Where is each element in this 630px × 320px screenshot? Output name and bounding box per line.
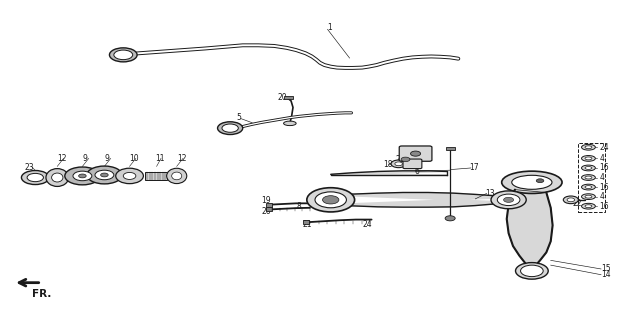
Circle shape xyxy=(395,162,403,166)
Circle shape xyxy=(101,173,108,177)
Text: 24: 24 xyxy=(362,220,372,229)
Ellipse shape xyxy=(52,173,63,182)
Circle shape xyxy=(497,194,520,205)
Circle shape xyxy=(307,188,355,212)
Ellipse shape xyxy=(581,144,595,150)
Text: 15: 15 xyxy=(601,264,610,274)
Text: 9: 9 xyxy=(83,154,88,163)
Text: 1: 1 xyxy=(328,23,332,32)
Text: 20: 20 xyxy=(277,93,287,102)
Text: 17: 17 xyxy=(469,164,479,172)
Ellipse shape xyxy=(581,184,595,190)
Ellipse shape xyxy=(116,168,144,184)
Bar xyxy=(303,220,309,224)
Ellipse shape xyxy=(585,205,592,208)
Circle shape xyxy=(411,151,421,156)
Circle shape xyxy=(567,198,575,202)
Text: 8: 8 xyxy=(296,202,301,211)
Text: 3: 3 xyxy=(400,159,404,168)
Text: 21: 21 xyxy=(302,220,312,229)
Ellipse shape xyxy=(585,186,592,188)
Circle shape xyxy=(73,171,92,181)
Polygon shape xyxy=(331,193,508,207)
FancyBboxPatch shape xyxy=(399,146,432,161)
Text: 19: 19 xyxy=(261,196,271,205)
Bar xyxy=(266,207,272,211)
Text: 4: 4 xyxy=(599,192,604,201)
Circle shape xyxy=(520,265,543,276)
Text: 24: 24 xyxy=(599,143,609,152)
Ellipse shape xyxy=(284,121,296,125)
Circle shape xyxy=(114,50,133,60)
Text: 23: 23 xyxy=(25,163,34,172)
Text: 11: 11 xyxy=(155,154,164,163)
Text: 13: 13 xyxy=(484,189,495,198)
Circle shape xyxy=(315,192,346,208)
Text: 4: 4 xyxy=(599,154,604,163)
Ellipse shape xyxy=(172,172,181,180)
Text: FR.: FR. xyxy=(32,289,52,299)
FancyBboxPatch shape xyxy=(403,159,422,169)
Text: 5: 5 xyxy=(236,114,241,123)
Text: 25: 25 xyxy=(396,155,405,164)
Circle shape xyxy=(391,160,406,168)
Circle shape xyxy=(563,196,578,204)
Text: 2: 2 xyxy=(400,148,404,156)
Text: 12: 12 xyxy=(176,154,186,163)
Circle shape xyxy=(503,197,513,202)
Circle shape xyxy=(536,179,544,183)
Circle shape xyxy=(95,170,114,180)
Text: 22: 22 xyxy=(573,199,582,208)
Bar xyxy=(146,172,168,180)
Bar xyxy=(446,147,455,150)
Circle shape xyxy=(445,216,455,221)
Circle shape xyxy=(491,191,526,209)
Ellipse shape xyxy=(581,194,595,199)
Circle shape xyxy=(79,174,86,178)
Bar xyxy=(266,203,272,206)
Bar xyxy=(284,96,293,100)
Circle shape xyxy=(515,263,548,279)
Text: 12: 12 xyxy=(57,154,67,163)
Text: 16: 16 xyxy=(599,202,609,211)
Ellipse shape xyxy=(46,169,69,187)
Ellipse shape xyxy=(123,172,136,180)
Ellipse shape xyxy=(585,157,592,160)
Ellipse shape xyxy=(581,203,595,209)
Ellipse shape xyxy=(501,171,562,194)
Circle shape xyxy=(217,122,243,134)
Text: 16: 16 xyxy=(599,164,609,172)
Ellipse shape xyxy=(585,166,592,169)
Ellipse shape xyxy=(581,165,595,171)
Text: 16: 16 xyxy=(599,183,609,192)
Polygon shape xyxy=(331,171,447,175)
Circle shape xyxy=(21,171,49,185)
Text: 10: 10 xyxy=(130,154,139,163)
Circle shape xyxy=(65,167,100,185)
Text: 26: 26 xyxy=(261,207,271,216)
Ellipse shape xyxy=(585,195,592,198)
Bar xyxy=(578,143,605,212)
Ellipse shape xyxy=(512,175,552,189)
Text: 18: 18 xyxy=(383,160,392,169)
Ellipse shape xyxy=(585,176,592,179)
Circle shape xyxy=(110,48,137,62)
Text: 9: 9 xyxy=(105,154,109,163)
Ellipse shape xyxy=(585,146,592,149)
Ellipse shape xyxy=(581,156,595,161)
Text: 4: 4 xyxy=(599,173,604,182)
Circle shape xyxy=(323,196,339,204)
Polygon shape xyxy=(507,190,553,270)
Text: 6: 6 xyxy=(415,167,419,176)
Circle shape xyxy=(87,166,122,184)
Circle shape xyxy=(401,157,410,162)
Circle shape xyxy=(222,124,238,132)
Ellipse shape xyxy=(167,168,186,184)
Circle shape xyxy=(27,173,43,182)
Text: 14: 14 xyxy=(601,270,610,279)
Ellipse shape xyxy=(581,175,595,180)
